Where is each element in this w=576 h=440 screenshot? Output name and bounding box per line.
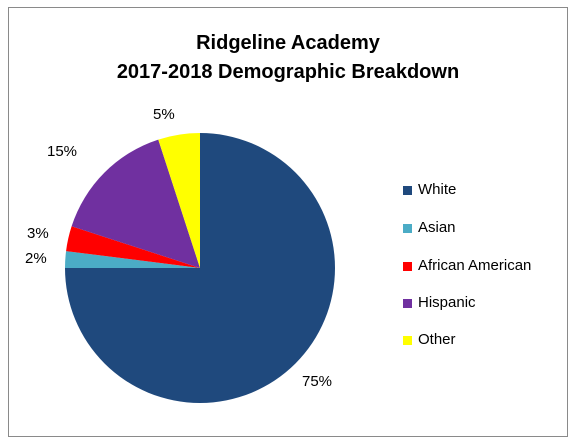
data-label-other: 5% [153, 106, 175, 123]
legend-swatch-african-american [403, 262, 412, 271]
pie-slice-hispanic [71, 139, 200, 268]
legend-label-white: White [418, 181, 457, 198]
legend-swatch-other [403, 336, 412, 345]
legend-label-other: Other [418, 331, 456, 348]
legend-label-asian: Asian [418, 219, 456, 236]
data-label-african-american: 3% [27, 225, 49, 242]
legend-label-hispanic: Hispanic [418, 294, 476, 311]
data-label-white: 75% [302, 373, 333, 390]
pie-slice-other [158, 133, 200, 268]
data-label-asian: 2% [25, 250, 47, 267]
legend-swatch-asian [403, 224, 412, 233]
chart-subtitle: 2017-2018 Demographic Breakdown [116, 61, 460, 83]
pie-slice-african-american [66, 226, 200, 268]
legend-label-african-american: African American [418, 257, 532, 274]
pie-slice-asian [65, 251, 200, 268]
legend-swatch-hispanic [403, 299, 412, 308]
chart-title: Ridgeline Academy [196, 32, 380, 54]
data-label-hispanic: 15% [47, 143, 78, 160]
legend-swatch-white [403, 186, 412, 195]
